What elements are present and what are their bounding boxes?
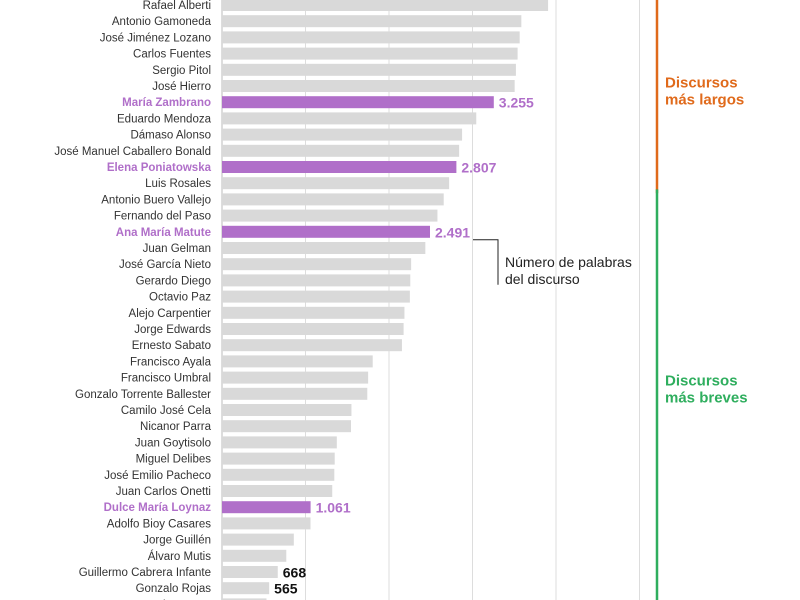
bar (222, 177, 450, 190)
bar (222, 144, 460, 157)
category-label: Rafael Alberti (143, 0, 211, 12)
category-label: Dámaso Alonso (130, 130, 211, 142)
category-label: Ana María Matute (116, 227, 211, 239)
category-label: Juan Gelman (143, 243, 211, 255)
group-label: más breves (665, 390, 748, 407)
category-label: Antonio Gamoneda (112, 16, 212, 28)
annotation-text: Número de palabras (505, 254, 632, 270)
bar (222, 420, 352, 433)
category-label: Gerardo Diego (136, 275, 211, 287)
bar (222, 209, 438, 222)
bar (222, 47, 518, 60)
bar (222, 549, 287, 562)
category-label: Álvaro Mutis (148, 550, 212, 563)
category-label: Adolfo Bioy Casares (107, 518, 211, 530)
category-label: Luis Rosales (145, 178, 211, 190)
bar (222, 566, 278, 578)
bar (222, 404, 352, 416)
bar (222, 452, 335, 465)
bar (222, 485, 333, 497)
bar (222, 533, 294, 546)
category-label: Juan Goytisolo (135, 437, 211, 449)
category-label: Octavio Paz (149, 292, 211, 304)
bar (222, 128, 463, 141)
data-label: 2.807 (461, 160, 496, 176)
bar (222, 306, 405, 319)
bar (222, 63, 516, 76)
category-label: Elena Poniatowska (107, 162, 212, 174)
category-label: José Jiménez Lozano (100, 32, 211, 44)
data-label: 533 (272, 597, 296, 600)
bar (222, 193, 444, 206)
category-label: Antonio Buero Vallejo (101, 194, 211, 206)
bar (222, 517, 311, 530)
category-label: Carlos Fuentes (133, 49, 211, 61)
bar (222, 582, 270, 595)
bar (222, 355, 373, 368)
category-label: Alejo Carpentier (129, 308, 212, 320)
bar (222, 242, 426, 254)
category-label: Gonzalo Torrente Ballester (75, 389, 211, 401)
bar (222, 0, 549, 11)
bar (222, 96, 494, 109)
category-label: Camilo José Cela (121, 405, 212, 417)
bar (222, 371, 369, 384)
category-label: Fernando del Paso (114, 211, 211, 223)
bar (222, 15, 522, 28)
category-label: José Emilio Pacheco (104, 470, 211, 482)
category-label: José García Nieto (119, 259, 211, 271)
bar (222, 387, 368, 400)
category-label: Miguel Delibes (136, 454, 212, 466)
bar (222, 598, 267, 600)
category-label: Eduardo Mendoza (117, 113, 212, 125)
category-label: Francisco Ayala (130, 356, 212, 368)
category-label: María Zambrano (122, 97, 211, 109)
data-label: 565 (274, 581, 298, 597)
group-label: más largos (665, 92, 744, 109)
bar (222, 339, 402, 352)
category-label: José Hierro (152, 81, 211, 93)
bar (222, 468, 335, 481)
group-label: Discursos (665, 75, 738, 92)
bar (222, 436, 337, 449)
category-label: Francisco Umbral (121, 373, 211, 385)
annotation-leader (472, 239, 499, 285)
category-label: Nicanor Parra (140, 421, 212, 433)
bar (222, 161, 457, 173)
category-label: Juan Carlos Onetti (116, 486, 211, 498)
bar (222, 80, 515, 92)
data-label: 668 (283, 565, 307, 581)
data-label: 3.255 (499, 95, 534, 111)
group-label: Discursos (665, 373, 738, 390)
category-label: Sergio Pitol (152, 65, 211, 77)
data-label: 1.061 (316, 500, 351, 516)
category-label: Jorge Guillén (143, 535, 211, 547)
category-label: Guillermo Cabrera Infante (79, 567, 211, 579)
bar (222, 290, 410, 303)
bar (222, 258, 412, 271)
bar (222, 31, 520, 44)
category-label: Gonzalo Rojas (136, 583, 212, 595)
bar (222, 225, 430, 238)
annotation-text: del discurso (505, 271, 580, 287)
data-label: 2.491 (435, 224, 470, 240)
bar (222, 112, 477, 125)
category-label: José Manuel Caballero Bonald (54, 146, 211, 158)
category-label: Ernesto Sabato (132, 340, 211, 352)
category-label: Dulce María Loynaz (104, 502, 212, 514)
bar (222, 323, 404, 335)
category-label: Jorge Edwards (134, 324, 211, 336)
bar (222, 274, 411, 287)
bar (222, 501, 311, 514)
